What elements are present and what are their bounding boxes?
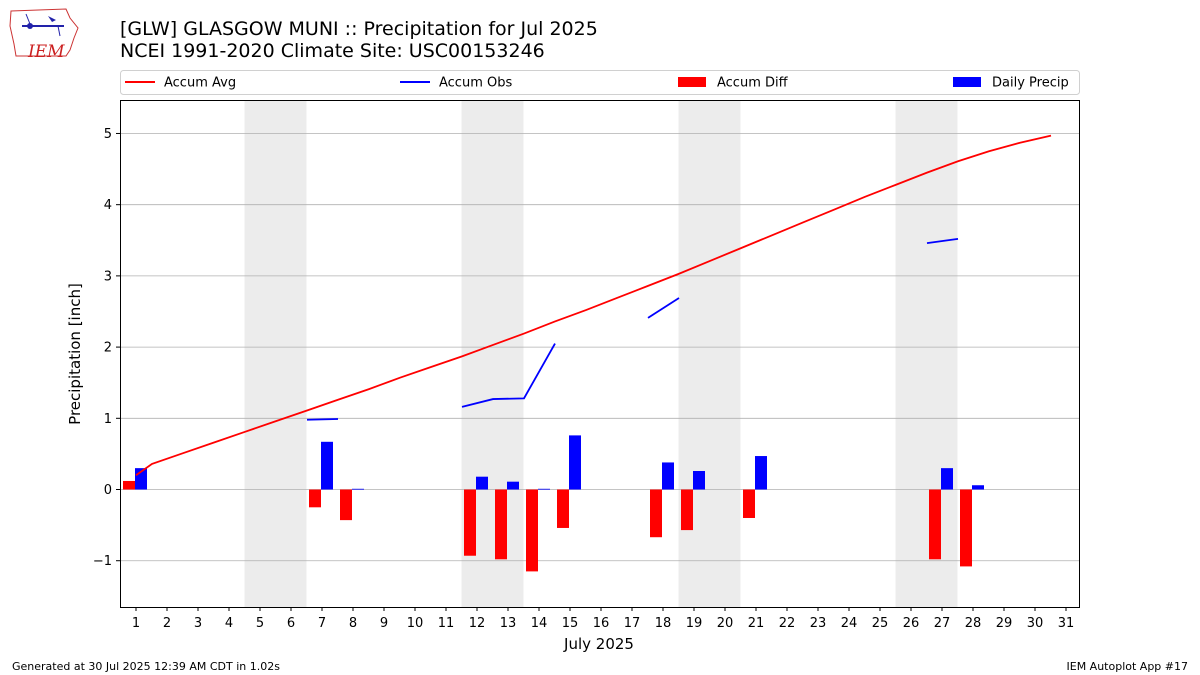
- daily-precip-bar: [972, 485, 984, 490]
- legend-swatch: [678, 77, 706, 87]
- daily-precip-bar: [352, 488, 364, 490]
- x-tick-label: 23: [810, 616, 827, 631]
- legend-label: Accum Diff: [717, 76, 789, 91]
- x-tick-label: 26: [903, 616, 920, 631]
- x-tick-label: 21: [748, 616, 765, 631]
- x-tick-label: 24: [841, 616, 858, 631]
- x-tick-label: 27: [934, 616, 951, 631]
- x-tick-label: 1: [132, 616, 140, 631]
- daily-precip-bar: [941, 468, 953, 490]
- accum-diff-bar: [464, 489, 476, 556]
- x-tick-label: 3: [194, 616, 202, 631]
- x-axis: 1 2 3 4 5 6 7 8 9 10 11 12 13 14 15 16 17 18 19 20 21 22 23 24 2…: [132, 607, 1074, 631]
- x-tick-label: 2: [163, 616, 171, 631]
- accum-diff-bar: [681, 489, 693, 531]
- legend-swatch: [953, 77, 981, 87]
- x-tick-label: 19: [686, 616, 703, 631]
- x-tick-label: 15: [562, 616, 579, 631]
- accum-avg-line: [135, 134, 1052, 476]
- accum-diff-bar: [340, 489, 352, 521]
- x-axis-label: July 2025: [563, 635, 634, 653]
- legend-label: Accum Avg: [164, 76, 236, 91]
- logo-text: IEM: [28, 42, 65, 62]
- legend: Accum Avg Accum Obs Accum Diff Daily Precip: [120, 70, 1080, 95]
- x-tick-label: 29: [996, 616, 1013, 631]
- x-tick-label: 5: [256, 616, 264, 631]
- accum-diff-bar: [650, 489, 662, 538]
- chart-title: [GLW] GLASGOW MUNI :: Precipitation for …: [120, 18, 598, 40]
- chart-subtitle: NCEI 1991-2020 Climate Site: USC00153246: [120, 40, 545, 62]
- series-lines: [135, 134, 1052, 476]
- weekend-band: [244, 100, 307, 607]
- accum-obs-line: [926, 237, 959, 245]
- y-tick-label: 4: [104, 198, 112, 213]
- y-tick-label: 2: [104, 341, 112, 356]
- x-tick-label: 11: [438, 616, 455, 631]
- x-tick-label: 6: [287, 616, 295, 631]
- x-tick-label: 28: [965, 616, 982, 631]
- accum-diff-bar: [960, 489, 972, 567]
- accum-obs-line: [647, 297, 680, 319]
- daily-precip-bar: [569, 435, 581, 490]
- accum-diff-bar: [929, 489, 941, 560]
- plot-frame: [120, 100, 1080, 608]
- x-tick-label: 8: [349, 616, 357, 631]
- daily-precip-bar: [755, 456, 767, 490]
- accum-diff-bar: [495, 489, 507, 560]
- daily-precip-bar: [476, 476, 488, 490]
- x-tick-label: 18: [655, 616, 672, 631]
- x-tick-label: 7: [318, 616, 326, 631]
- x-tick-label: 17: [624, 616, 641, 631]
- y-tick-label: −1: [93, 554, 112, 569]
- legend-box: [120, 70, 1080, 95]
- legend-label: Daily Precip: [992, 76, 1069, 91]
- gridlines: [120, 133, 1079, 562]
- accum-obs-line: [306, 418, 339, 421]
- y-tick-label: 0: [104, 483, 112, 498]
- bars: [123, 435, 984, 572]
- x-tick-label: 13: [500, 616, 517, 631]
- daily-precip-bar: [538, 488, 550, 490]
- y-tick-label: 1: [104, 412, 112, 427]
- footer-app-text: IEM Autoplot App #17: [1066, 660, 1189, 673]
- x-tick-label: 10: [407, 616, 424, 631]
- accum-diff-bar: [309, 489, 321, 508]
- accum-obs-line: [461, 343, 556, 408]
- accum-diff-bar: [743, 489, 755, 518]
- weekend-band: [895, 100, 958, 607]
- x-tick-label: 31: [1058, 616, 1075, 631]
- iowa-map-icon: [9, 8, 79, 57]
- y-tick-label: 3: [104, 269, 112, 284]
- daily-precip-bar: [507, 481, 519, 490]
- x-tick-label: 20: [717, 616, 734, 631]
- x-tick-label: 9: [380, 616, 388, 631]
- x-tick-label: 12: [469, 616, 486, 631]
- x-tick-label: 22: [779, 616, 796, 631]
- x-tick-label: 30: [1027, 616, 1044, 631]
- accum-diff-bar: [557, 489, 569, 528]
- daily-precip-bar: [693, 470, 705, 490]
- x-tick-label: 16: [593, 616, 610, 631]
- daily-precip-bar: [321, 441, 333, 490]
- x-tick-label: 4: [225, 616, 233, 631]
- y-axis-label: Precipitation [inch]: [66, 283, 84, 425]
- weekend-shading: [244, 100, 958, 607]
- y-axis: −1 0 1 2 3 4 5: [93, 127, 120, 569]
- legend-label: Accum Obs: [439, 76, 512, 91]
- footer-generated-text: Generated at 30 Jul 2025 12:39 AM CDT in…: [12, 660, 280, 673]
- x-tick-label: 14: [531, 616, 548, 631]
- accum-diff-bar: [526, 489, 538, 572]
- iem-logo: IEM: [8, 6, 80, 62]
- weekend-band: [678, 100, 741, 607]
- x-tick-label: 25: [872, 616, 889, 631]
- accum-diff-bar: [123, 480, 135, 490]
- y-tick-label: 5: [104, 127, 112, 142]
- daily-precip-bar: [662, 462, 674, 490]
